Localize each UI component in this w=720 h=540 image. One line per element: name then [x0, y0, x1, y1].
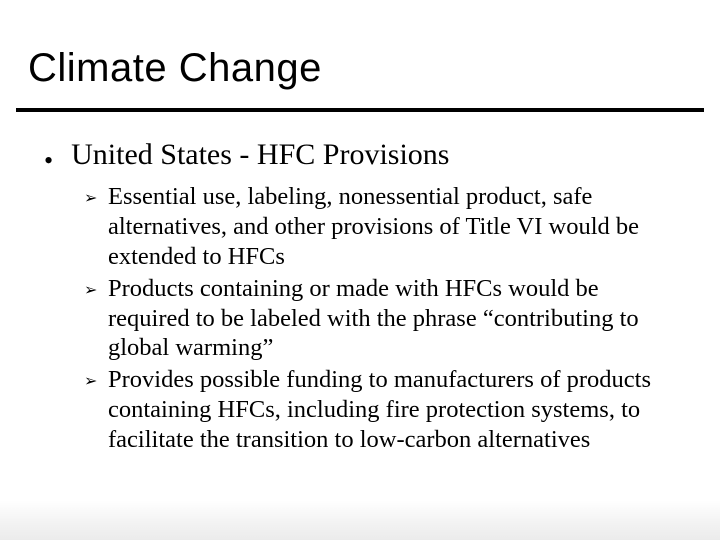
title-underline [16, 108, 704, 112]
bullet-dot-icon: • [44, 148, 53, 174]
bullet-level2-text: Provides possible funding to manufacture… [108, 365, 680, 455]
bullet-level2-text: Products containing or made with HFCs wo… [108, 274, 680, 364]
chevron-right-icon: ➢ [84, 283, 98, 299]
sub-bullet-list: ➢ Essential use, labeling, nonessential … [84, 182, 680, 455]
bullet-level1-text: United States - HFC Provisions [71, 136, 449, 174]
bottom-shadow [0, 500, 720, 540]
bullet-level2: ➢ Products containing or made with HFCs … [84, 274, 680, 364]
slide: Climate Change • United States - HFC Pro… [0, 0, 720, 540]
slide-title: Climate Change [28, 46, 322, 91]
bullet-level2-text: Essential use, labeling, nonessential pr… [108, 182, 680, 272]
bullet-level2: ➢ Essential use, labeling, nonessential … [84, 182, 680, 272]
chevron-right-icon: ➢ [84, 191, 98, 207]
slide-body: • United States - HFC Provisions ➢ Essen… [44, 136, 680, 457]
chevron-right-icon: ➢ [84, 374, 98, 390]
bullet-level2: ➢ Provides possible funding to manufactu… [84, 365, 680, 455]
bullet-level1: • United States - HFC Provisions [44, 136, 680, 174]
